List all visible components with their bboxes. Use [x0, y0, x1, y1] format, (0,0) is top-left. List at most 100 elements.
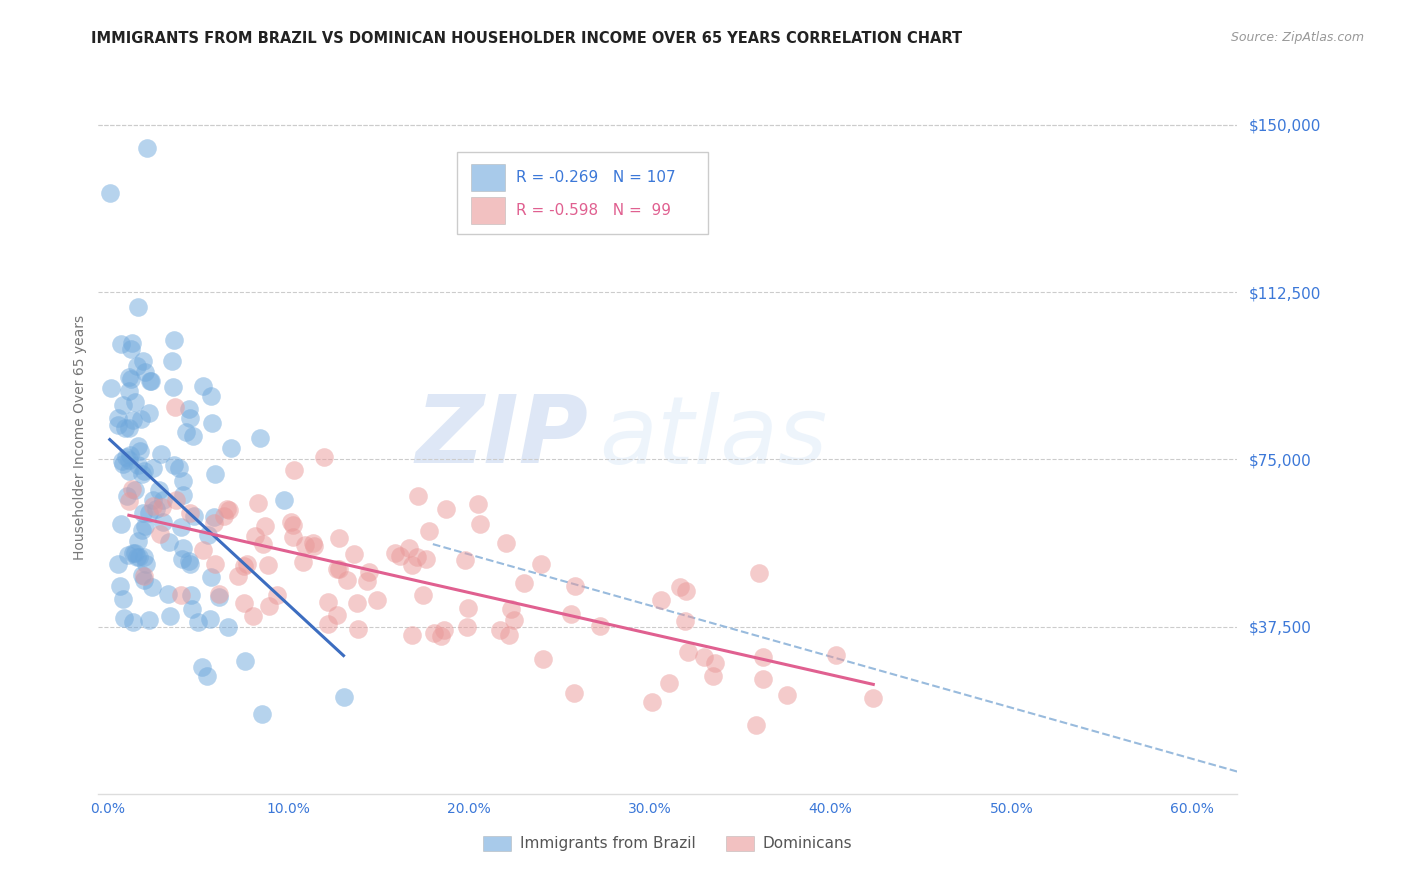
- Point: [132, 574, 155, 588]
- Point: [219, 441, 242, 455]
- Point: [673, 614, 696, 628]
- Point: [120, 372, 142, 386]
- Point: [121, 615, 143, 630]
- Point: [423, 625, 446, 640]
- Point: [406, 490, 429, 504]
- Point: [134, 519, 156, 533]
- Point: [398, 541, 420, 555]
- Point: [562, 685, 585, 699]
- Point: [468, 517, 491, 532]
- Point: [172, 475, 194, 489]
- Point: [745, 718, 768, 732]
- Point: [139, 374, 162, 388]
- Point: [162, 380, 184, 394]
- Point: [138, 406, 160, 420]
- Point: [181, 429, 204, 443]
- FancyBboxPatch shape: [471, 196, 505, 224]
- Point: [752, 650, 775, 665]
- Point: [110, 516, 132, 531]
- Point: [226, 569, 249, 583]
- Text: ZIP: ZIP: [415, 391, 588, 483]
- Point: [246, 496, 269, 510]
- Point: [336, 574, 359, 588]
- Point: [134, 549, 156, 564]
- Point: [401, 558, 423, 572]
- Point: [702, 669, 724, 683]
- Point: [204, 557, 226, 571]
- Point: [589, 619, 612, 633]
- Point: [142, 460, 165, 475]
- Point: [332, 690, 354, 705]
- Point: [114, 421, 136, 435]
- Point: [121, 342, 143, 356]
- Point: [291, 555, 314, 569]
- Point: [163, 334, 186, 348]
- Point: [195, 669, 218, 683]
- Point: [325, 561, 347, 575]
- Point: [118, 421, 141, 435]
- Point: [131, 567, 153, 582]
- Point: [111, 591, 134, 606]
- Point: [129, 412, 152, 426]
- Point: [124, 394, 146, 409]
- Point: [124, 546, 146, 560]
- Point: [120, 448, 142, 462]
- Point: [118, 384, 141, 398]
- Point: [191, 379, 214, 393]
- Point: [495, 535, 517, 549]
- Point: [163, 400, 186, 414]
- Point: [316, 595, 339, 609]
- Point: [436, 502, 458, 516]
- Point: [121, 336, 143, 351]
- Point: [111, 453, 134, 467]
- Point: [346, 596, 368, 610]
- Point: [245, 529, 267, 543]
- Point: [111, 457, 134, 471]
- Point: [281, 530, 304, 544]
- Point: [862, 691, 884, 706]
- Point: [145, 502, 167, 516]
- Point: [217, 620, 239, 634]
- Point: [233, 559, 256, 574]
- Point: [328, 532, 350, 546]
- Point: [200, 612, 222, 626]
- Point: [115, 489, 138, 503]
- Point: [208, 590, 231, 604]
- Point: [256, 558, 278, 572]
- Point: [170, 552, 193, 566]
- Point: [122, 413, 145, 427]
- Point: [748, 566, 770, 581]
- Point: [111, 398, 134, 412]
- Point: [201, 416, 224, 430]
- Point: [200, 389, 222, 403]
- Point: [127, 533, 149, 548]
- Point: [107, 558, 129, 572]
- Text: R = -0.598   N =  99: R = -0.598 N = 99: [516, 202, 672, 218]
- Point: [191, 660, 214, 674]
- Point: [218, 503, 240, 517]
- Point: [177, 402, 200, 417]
- Point: [212, 509, 235, 524]
- Point: [669, 580, 692, 594]
- Point: [132, 354, 155, 368]
- Point: [328, 562, 350, 576]
- Point: [179, 506, 201, 520]
- Point: [159, 608, 181, 623]
- Point: [138, 506, 160, 520]
- Point: [280, 516, 302, 530]
- Point: [283, 462, 305, 476]
- Point: [112, 611, 135, 625]
- Text: R = -0.269   N = 107: R = -0.269 N = 107: [516, 169, 676, 185]
- Text: atlas: atlas: [599, 392, 828, 483]
- Point: [163, 458, 186, 472]
- Point: [560, 607, 582, 622]
- Point: [152, 493, 174, 508]
- Point: [127, 359, 149, 374]
- Point: [134, 365, 156, 379]
- Point: [384, 546, 406, 560]
- Point: [316, 616, 339, 631]
- Point: [162, 354, 184, 368]
- Legend: Immigrants from Brazil, Dominicans: Immigrants from Brazil, Dominicans: [477, 830, 859, 857]
- Point: [170, 520, 193, 534]
- Point: [125, 550, 148, 565]
